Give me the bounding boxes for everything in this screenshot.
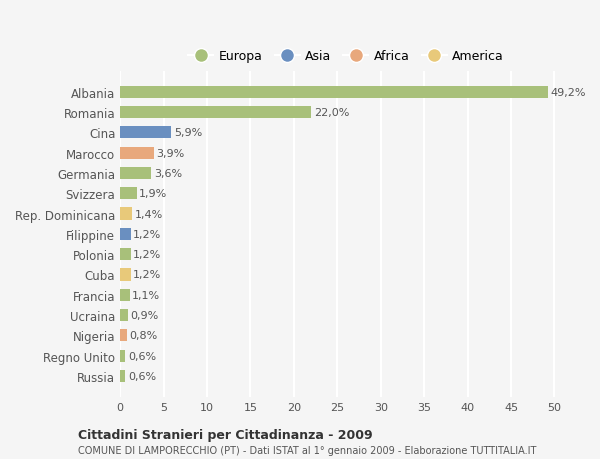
Bar	[120, 350, 125, 362]
Bar	[120, 86, 548, 99]
Bar	[120, 106, 311, 119]
Bar	[120, 330, 127, 342]
Text: 1,2%: 1,2%	[133, 270, 161, 280]
Bar	[120, 269, 131, 281]
Text: Cittadini Stranieri per Cittadinanza - 2009: Cittadini Stranieri per Cittadinanza - 2…	[78, 428, 373, 442]
Text: 0,8%: 0,8%	[130, 330, 158, 341]
Text: 0,9%: 0,9%	[131, 310, 159, 320]
Bar	[120, 188, 137, 200]
Text: 49,2%: 49,2%	[550, 88, 586, 97]
Text: 1,9%: 1,9%	[139, 189, 167, 199]
Bar	[120, 127, 172, 139]
Legend: Europa, Asia, Africa, America: Europa, Asia, Africa, America	[184, 45, 509, 68]
Text: 3,6%: 3,6%	[154, 168, 182, 179]
Bar	[120, 248, 131, 261]
Text: 1,2%: 1,2%	[133, 250, 161, 260]
Text: 5,9%: 5,9%	[174, 128, 202, 138]
Bar	[120, 168, 151, 179]
Bar	[120, 370, 125, 382]
Bar	[120, 208, 132, 220]
Text: 1,1%: 1,1%	[132, 290, 160, 300]
Text: 1,2%: 1,2%	[133, 230, 161, 239]
Text: 0,6%: 0,6%	[128, 351, 156, 361]
Bar	[120, 228, 131, 241]
Text: 22,0%: 22,0%	[314, 108, 349, 118]
Bar	[120, 309, 128, 321]
Bar	[120, 289, 130, 301]
Bar	[120, 147, 154, 159]
Text: COMUNE DI LAMPORECCHIO (PT) - Dati ISTAT al 1° gennaio 2009 - Elaborazione TUTTI: COMUNE DI LAMPORECCHIO (PT) - Dati ISTAT…	[78, 446, 536, 455]
Text: 0,6%: 0,6%	[128, 371, 156, 381]
Text: 3,9%: 3,9%	[157, 148, 185, 158]
Text: 1,4%: 1,4%	[135, 209, 163, 219]
